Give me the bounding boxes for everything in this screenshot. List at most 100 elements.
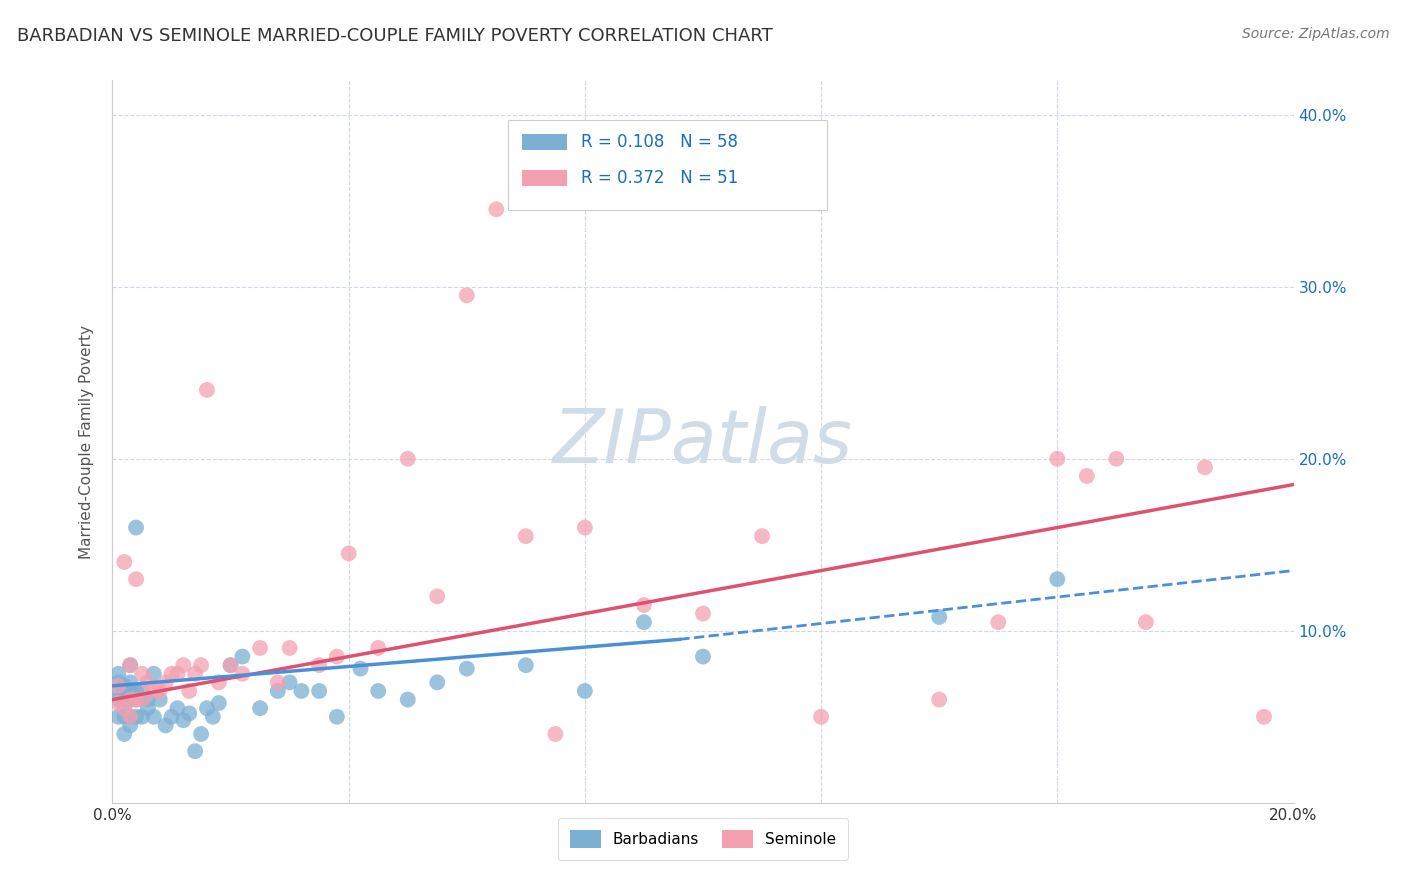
Point [1194,460,1216,475]
Point [267,675,290,690]
Point [190,727,212,741]
Point [326,710,349,724]
Point [120,718,142,732]
Point [179,684,201,698]
Point [125,520,148,534]
Point [112,710,135,724]
Point [928,692,950,706]
Point [142,684,165,698]
Point [112,692,135,706]
Point [112,684,135,698]
Point [107,692,129,706]
Point [166,701,188,715]
Point [149,692,172,706]
Point [107,710,129,724]
Point [120,692,142,706]
Point [120,692,142,706]
Point [290,684,312,698]
Point [574,684,596,698]
Point [692,649,714,664]
Point [112,701,135,715]
Point [131,710,153,724]
Point [337,546,360,560]
Point [131,692,153,706]
Point [155,675,177,690]
Text: R = 0.108   N = 58: R = 0.108 N = 58 [581,133,738,151]
Bar [522,169,567,186]
Point [120,710,142,724]
Text: Source: ZipAtlas.com: Source: ZipAtlas.com [1241,27,1389,41]
Point [172,658,194,673]
Point [349,662,371,676]
Point [166,666,188,681]
Point [120,658,142,673]
Point [1076,469,1098,483]
Point [810,710,832,724]
Text: R = 0.372   N = 51: R = 0.372 N = 51 [581,169,738,186]
Point [107,684,129,698]
Point [456,288,478,302]
Point [107,675,129,690]
Point [1253,710,1275,724]
Point [515,658,537,673]
Point [112,701,135,715]
Point [1046,572,1069,586]
Point [136,701,159,715]
Point [231,649,253,664]
Point [142,710,165,724]
Point [131,692,153,706]
Point [160,710,183,724]
Bar [522,134,567,150]
Point [136,692,159,706]
Point [125,572,148,586]
Point [574,520,596,534]
Point [308,684,330,698]
Point [249,640,271,655]
Point [142,666,165,681]
Point [396,692,419,706]
Point [107,679,129,693]
Point [201,710,224,724]
Point [136,675,159,690]
Point [120,684,142,698]
Point [633,615,655,630]
Point [125,692,148,706]
FancyBboxPatch shape [508,120,827,211]
Point [190,658,212,673]
Point [396,451,419,466]
Point [107,696,129,710]
Point [367,684,389,698]
Point [112,727,135,741]
Point [633,598,655,612]
Point [751,529,773,543]
Point [120,675,142,690]
Point [367,640,389,655]
Point [112,679,135,693]
Point [1105,451,1128,466]
Y-axis label: Married-Couple Family Poverty: Married-Couple Family Poverty [79,325,94,558]
Point [112,555,135,569]
Point [308,658,330,673]
Point [485,202,508,217]
Point [249,701,271,715]
Text: ZIPatlas: ZIPatlas [553,406,853,477]
Point [426,675,449,690]
Point [120,710,142,724]
Point [184,744,207,758]
Point [172,713,194,727]
Point [195,383,218,397]
Point [515,529,537,543]
Point [231,666,253,681]
Point [326,649,349,664]
Point [120,658,142,673]
Point [1135,615,1157,630]
Point [278,640,301,655]
Point [267,684,290,698]
Point [125,692,148,706]
Point [278,675,301,690]
Point [125,684,148,698]
Point [692,607,714,621]
Point [131,684,153,698]
Text: BARBADIAN VS SEMINOLE MARRIED-COUPLE FAMILY POVERTY CORRELATION CHART: BARBADIAN VS SEMINOLE MARRIED-COUPLE FAM… [17,27,773,45]
Point [456,662,478,676]
